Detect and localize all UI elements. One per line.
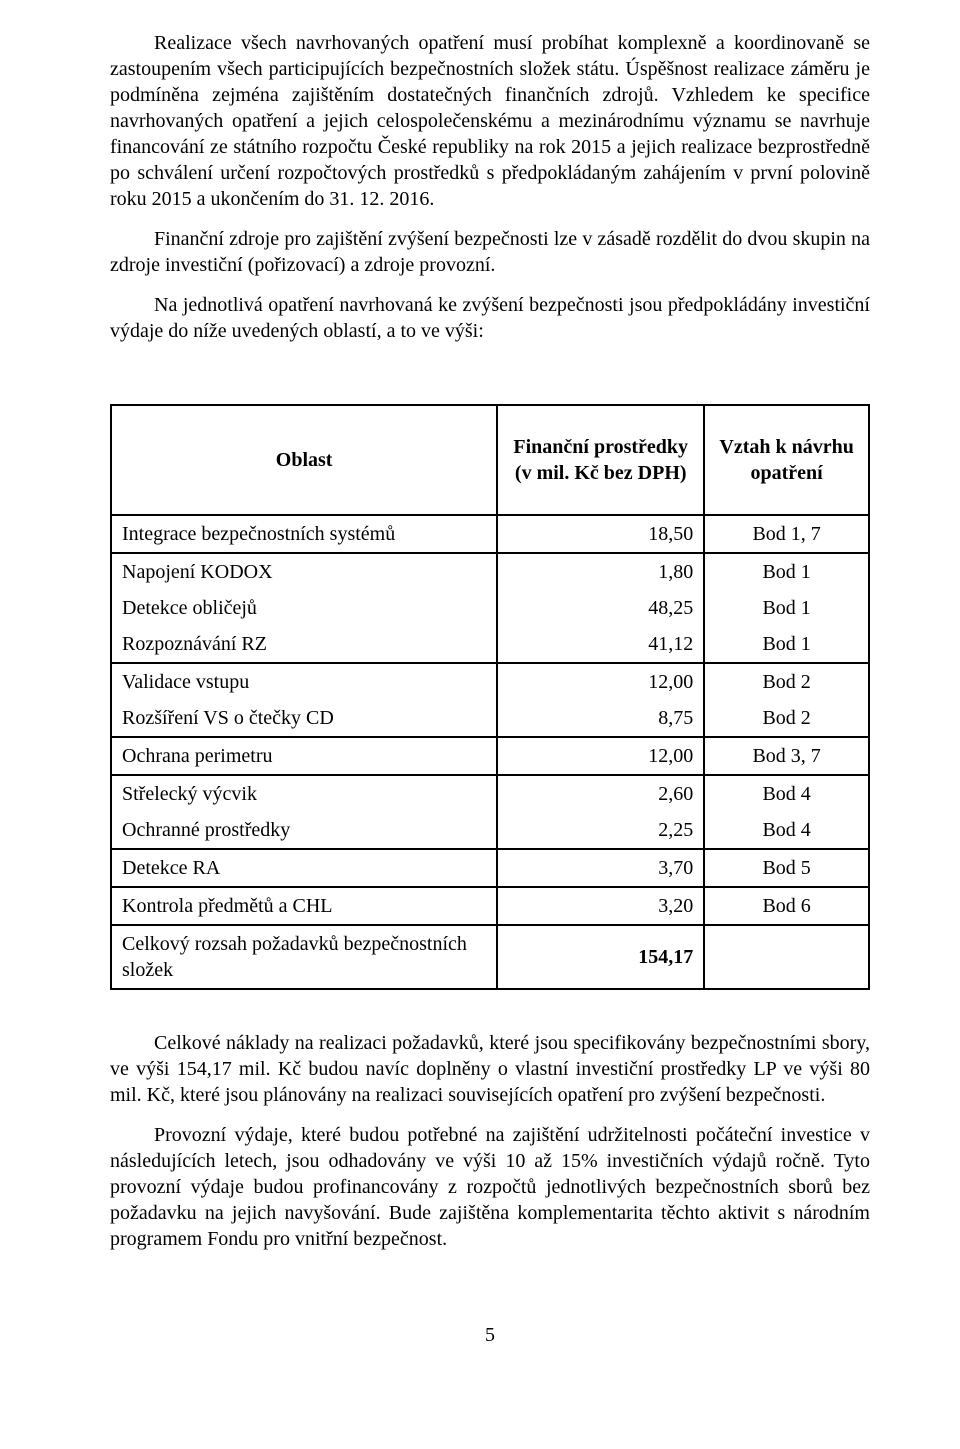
table-total-row: Celkový rozsah požadavků bezpečnostních …: [111, 925, 869, 989]
cell-oblast: Ochrana perimetru: [111, 737, 497, 775]
col-header-vztah-line1: Vztah k návrhu: [719, 436, 853, 458]
table-row: Ochrana perimetru 12,00 Bod 3, 7: [111, 737, 869, 775]
col-header-oblast: Oblast: [111, 405, 497, 515]
cell-amount: 18,50: [497, 515, 704, 553]
cell-relation: Bod 4: [704, 775, 869, 812]
col-header-vztah: Vztah k návrhu opatření: [704, 405, 869, 515]
col-header-prostredky: Finanční prostředky (v mil. Kč bez DPH): [497, 405, 704, 515]
cell-amount: 1,80: [497, 553, 704, 590]
cell-oblast: Validace vstupu: [111, 663, 497, 700]
cell-oblast: Kontrola předmětů a CHL: [111, 887, 497, 925]
table-row: Detekce obličejů 48,25 Bod 1: [111, 590, 869, 626]
cell-oblast: Napojení KODOX: [111, 553, 497, 590]
cell-oblast: Rozpoznávání RZ: [111, 626, 497, 663]
cell-oblast: Ochranné prostředky: [111, 812, 497, 849]
cell-relation: Bod 1, 7: [704, 515, 869, 553]
table-row: Napojení KODOX 1,80 Bod 1: [111, 553, 869, 590]
cell-relation: Bod 4: [704, 812, 869, 849]
cell-relation: Bod 2: [704, 663, 869, 700]
cell-relation: Bod 3, 7: [704, 737, 869, 775]
cell-oblast: Integrace bezpečnostních systémů: [111, 515, 497, 553]
table-row: Střelecký výcvik 2,60 Bod 4: [111, 775, 869, 812]
investments-table: Oblast Finanční prostředky (v mil. Kč be…: [110, 404, 870, 990]
cell-oblast: Rozšíření VS o čtečky CD: [111, 700, 497, 737]
cell-amount: 3,70: [497, 849, 704, 887]
table-row: Rozpoznávání RZ 41,12 Bod 1: [111, 626, 869, 663]
table-row: Validace vstupu 12,00 Bod 2: [111, 663, 869, 700]
page-number: 5: [110, 1322, 870, 1348]
table-header-row: Oblast Finanční prostředky (v mil. Kč be…: [111, 405, 869, 515]
paragraph-2: Finanční zdroje pro zajištění zvýšení be…: [110, 226, 870, 278]
cell-amount: 8,75: [497, 700, 704, 737]
cell-amount: 2,60: [497, 775, 704, 812]
cell-relation: Bod 5: [704, 849, 869, 887]
cell-relation: Bod 1: [704, 553, 869, 590]
cell-amount: 12,00: [497, 737, 704, 775]
cell-total-label-line1: Celkový rozsah požadavků bezpečnostních: [122, 933, 467, 955]
cell-relation: Bod 2: [704, 700, 869, 737]
table-row: Rozšíření VS o čtečky CD 8,75 Bod 2: [111, 700, 869, 737]
cell-relation: Bod 1: [704, 590, 869, 626]
cell-amount: 3,20: [497, 887, 704, 925]
cell-amount: 48,25: [497, 590, 704, 626]
cell-total-label-line2: složek: [122, 959, 173, 981]
col-header-prostredky-line1: Finanční prostředky: [513, 436, 688, 458]
table-row: Detekce RA 3,70 Bod 5: [111, 849, 869, 887]
table-row: Kontrola předmětů a CHL 3,20 Bod 6: [111, 887, 869, 925]
paragraph-4: Celkové náklady na realizaci požadavků, …: [110, 1030, 870, 1108]
paragraph-5: Provozní výdaje, které budou potřebné na…: [110, 1122, 870, 1252]
cell-oblast: Detekce obličejů: [111, 590, 497, 626]
col-header-vztah-line2: opatření: [751, 462, 823, 484]
paragraph-1: Realizace všech navrhovaných opatření mu…: [110, 30, 870, 212]
cell-total-label: Celkový rozsah požadavků bezpečnostních …: [111, 925, 497, 989]
cell-amount: 41,12: [497, 626, 704, 663]
cell-total-amount: 154,17: [497, 925, 704, 989]
paragraph-3: Na jednotlivá opatření navrhovaná ke zvý…: [110, 292, 870, 344]
cell-oblast: Střelecký výcvik: [111, 775, 497, 812]
cell-relation: Bod 1: [704, 626, 869, 663]
table-row: Integrace bezpečnostních systémů 18,50 B…: [111, 515, 869, 553]
cell-amount: 2,25: [497, 812, 704, 849]
col-header-prostredky-line2: (v mil. Kč bez DPH): [515, 462, 687, 484]
cell-amount: 12,00: [497, 663, 704, 700]
cell-relation: Bod 6: [704, 887, 869, 925]
table-row: Ochranné prostředky 2,25 Bod 4: [111, 812, 869, 849]
cell-oblast: Detekce RA: [111, 849, 497, 887]
cell-total-relation: [704, 925, 869, 989]
